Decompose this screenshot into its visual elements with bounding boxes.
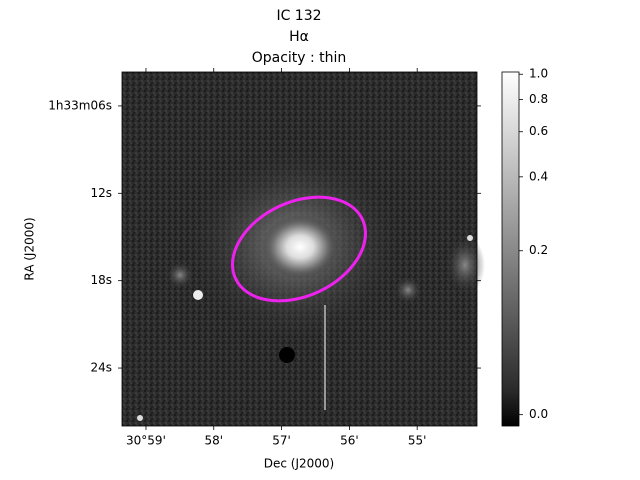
region-ellipse (231, 195, 367, 303)
x-tick-label: 57' (272, 434, 291, 448)
colorbar-tick-label: 0.0 (529, 407, 548, 421)
y-tick-label: 1h33m06s (48, 98, 112, 112)
colorbar (501, 71, 520, 427)
x-tick-label: 58' (204, 434, 223, 448)
sky-image (122, 72, 485, 426)
x-axis-label: Dec (J2000) (264, 457, 334, 471)
title-line: IC 132 (276, 8, 321, 24)
x-tick-label: 56' (340, 434, 359, 448)
colorbar-tick-label: 0.2 (529, 243, 548, 257)
colorbar-tick-label: 0.8 (529, 92, 548, 106)
colorbar-tick-label: 0.4 (529, 169, 548, 183)
title-line: Opacity : thin (252, 50, 347, 66)
colorbar-tick-label: 1.0 (529, 67, 548, 81)
y-tick-label: 24s (90, 361, 112, 375)
y-tick-label: 12s (90, 186, 112, 200)
x-tick-label: 55' (408, 434, 427, 448)
plot-frame (121, 71, 478, 427)
colorbar-tick-label: 0.6 (529, 124, 548, 138)
y-tick-label: 18s (90, 273, 112, 287)
title-line: Hα (289, 29, 309, 45)
y-axis-label: RA (J2000) (23, 217, 37, 280)
x-tick-label: 30°59' (126, 434, 166, 448)
